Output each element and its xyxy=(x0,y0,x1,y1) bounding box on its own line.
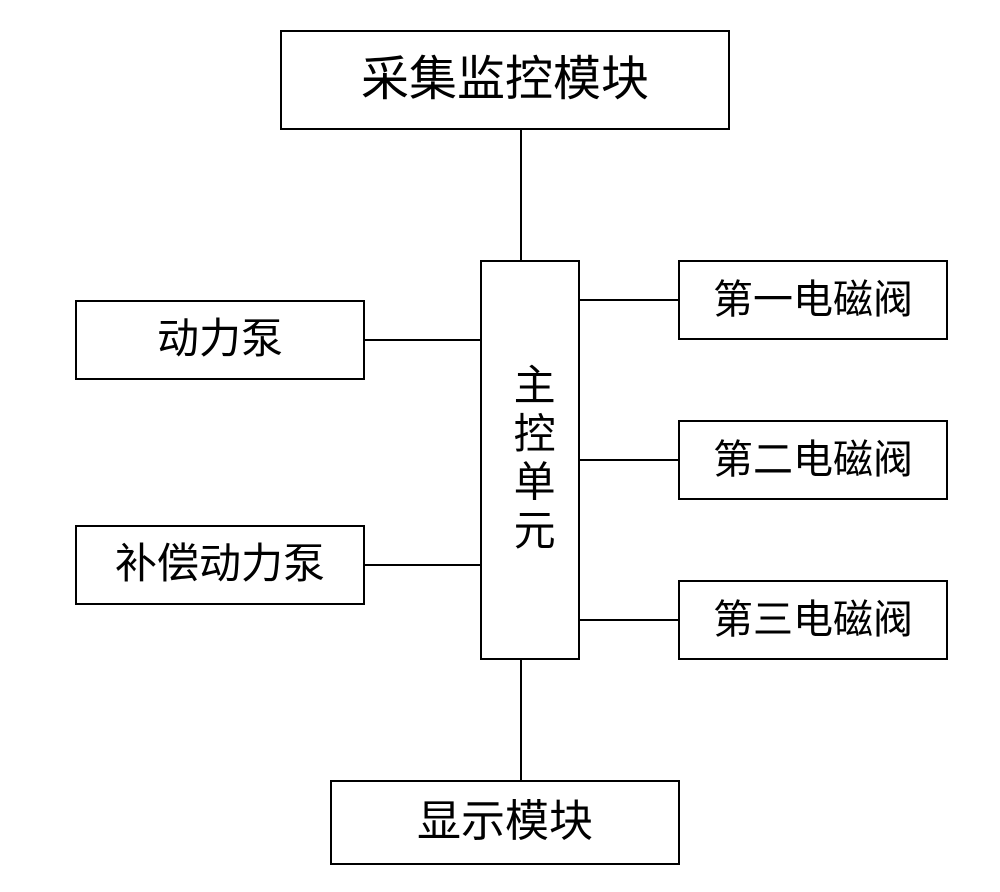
node-right2-label: 第二电磁阀 xyxy=(713,438,913,482)
diagram-canvas: 采集监控模块 主控单元 动力泵 补偿动力泵 第一电磁阀 第二电磁阀 第三电磁阀 … xyxy=(0,0,1000,892)
node-left2: 补偿动力泵 xyxy=(75,525,365,605)
edge-center-right1 xyxy=(580,299,678,301)
edge-center-right3 xyxy=(580,619,678,621)
node-left1-label: 动力泵 xyxy=(157,317,283,363)
edge-center-bottom xyxy=(520,660,522,780)
node-top: 采集监控模块 xyxy=(280,30,730,130)
node-right2: 第二电磁阀 xyxy=(678,420,948,500)
node-left2-label: 补偿动力泵 xyxy=(115,542,325,588)
edge-center-right2 xyxy=(580,459,678,461)
node-right1: 第一电磁阀 xyxy=(678,260,948,340)
node-left1: 动力泵 xyxy=(75,300,365,380)
node-center: 主控单元 xyxy=(480,260,580,660)
node-right3-label: 第三电磁阀 xyxy=(713,598,913,642)
node-right1-label: 第一电磁阀 xyxy=(713,278,913,322)
edge-left1-center xyxy=(365,339,480,341)
edge-top-center xyxy=(520,130,522,260)
node-bottom: 显示模块 xyxy=(330,780,680,865)
node-top-label: 采集监控模块 xyxy=(361,54,649,107)
node-bottom-label: 显示模块 xyxy=(417,798,593,846)
node-center-label: 主控单元 xyxy=(507,363,553,556)
node-right3: 第三电磁阀 xyxy=(678,580,948,660)
edge-left2-center xyxy=(365,564,480,566)
